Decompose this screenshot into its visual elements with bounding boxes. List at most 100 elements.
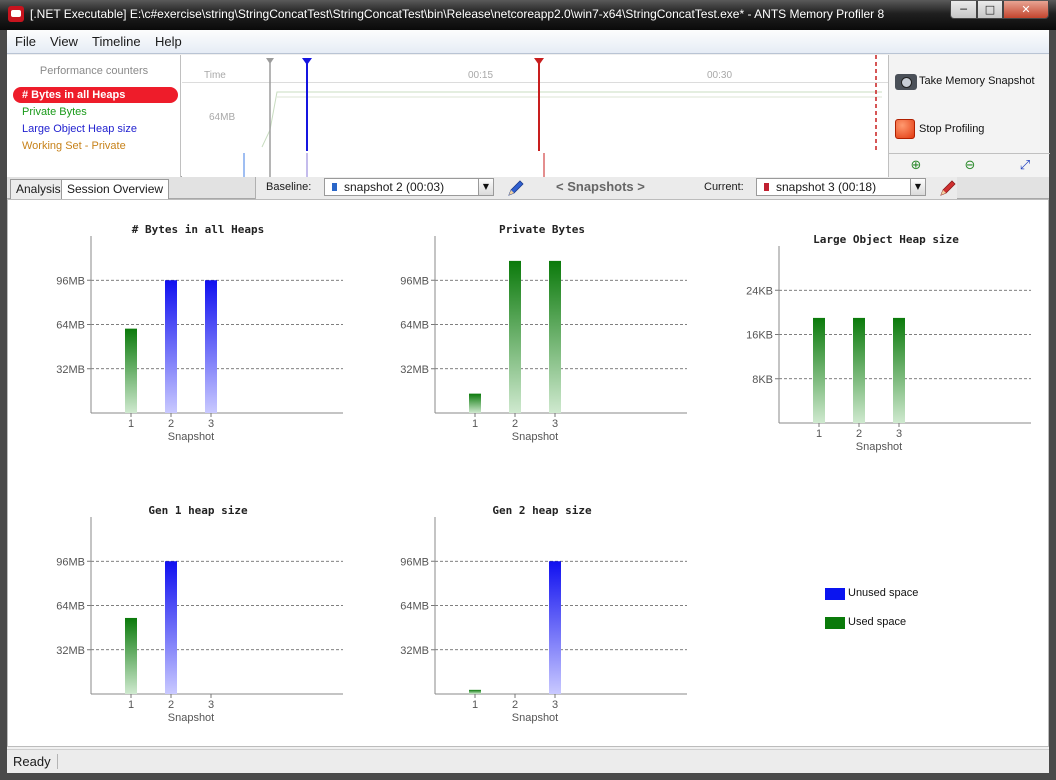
timeline-graph[interactable]: Time 00:15 00:30 64MB — [182, 55, 888, 177]
close-button[interactable]: ✕ — [1003, 1, 1049, 19]
chart-bytes-all-heaps: 32MB 64MB 96MB 1 2 3 Snapshot # Bytes in all H… — [53, 222, 343, 452]
x-tick-label: 1 — [128, 699, 134, 711]
x-axis-label: Snapshot — [512, 431, 558, 443]
take-memory-snapshot-button[interactable]: Take Memory Snapshot — [889, 57, 1050, 105]
window-title: [.NET Executable] E:\c#exercise\string\S… — [30, 7, 885, 21]
legend-label-used: Used space — [848, 616, 907, 628]
fit-icon[interactable]: ⤢ — [1019, 158, 1031, 173]
zoom-out-icon[interactable]: ⊖ — [964, 158, 976, 173]
chevron-down-icon: ▼ — [910, 179, 925, 195]
chart-gen1-heap: 32MB 64MB 96MB 1 2 3 Snapshot Gen 1 heap size — [53, 503, 343, 733]
x-tick-label: 2 — [856, 428, 862, 440]
counter-private-bytes[interactable]: Private Bytes — [22, 106, 87, 118]
menu-help[interactable]: Help — [155, 34, 182, 49]
timeline-series-line — [261, 91, 882, 148]
legend-label-unused: Unused space — [848, 587, 919, 599]
baseline-snapshot-select[interactable]: snapshot 2 (00:03) ▼ — [324, 178, 494, 196]
session-start-handle — [266, 58, 274, 64]
x-tick-label: 1 — [472, 699, 478, 711]
snapshots-navigator[interactable]: < Snapshots > — [556, 179, 645, 194]
window-frame-right — [1049, 30, 1056, 780]
zoom-in-icon[interactable]: ⊕ — [910, 158, 922, 173]
performance-counters-title: Performance counters — [39, 65, 149, 77]
baseline-label: Baseline: — [266, 181, 312, 193]
status-bar: Ready — [7, 749, 1049, 773]
time-axis: Time 00:15 00:30 — [182, 55, 888, 83]
legend-swatch-unused — [825, 588, 845, 600]
ants-profiler-icon — [8, 6, 24, 22]
y-tick-label: 96MB — [56, 275, 85, 287]
window-frame-left — [0, 30, 7, 780]
bar-snapshot-3 — [205, 280, 217, 413]
camera-icon — [895, 74, 917, 90]
bar-snapshot-1 — [469, 393, 481, 413]
counter-bytes-all-heaps[interactable]: # Bytes in all Heaps — [13, 87, 178, 103]
x-tick-label: 2 — [512, 418, 518, 430]
legend-swatch-used — [825, 617, 845, 629]
y-tick-label: 96MB — [400, 556, 429, 568]
chart-title: Private Bytes — [498, 223, 586, 236]
tab-analysis[interactable]: Analysis — [10, 179, 67, 199]
y-tick-label: 64MB — [400, 601, 429, 613]
legend-item-used: Used space — [825, 616, 945, 631]
current-snapshot-marker — [764, 183, 769, 191]
x-tick-label: 2 — [512, 699, 518, 711]
snapshot-bar: Baseline: snapshot 2 (00:03) ▼ < Snapsho… — [255, 177, 957, 199]
counter-large-object-heap[interactable]: Large Object Heap size — [22, 123, 137, 135]
maximize-button[interactable]: □ — [977, 1, 1003, 19]
y-tick-label: 96MB — [56, 556, 85, 568]
x-axis-label: Snapshot — [512, 712, 558, 724]
x-axis-label: Snapshot — [168, 431, 214, 443]
chart-title: Gen 2 heap size — [492, 504, 592, 517]
edit-current-pencil-icon[interactable] — [938, 180, 956, 196]
tab-session-overview[interactable]: Session Overview — [61, 179, 170, 200]
session-overview-charts: 32MB 64MB 96MB 1 2 3 Snapshot # Bytes in all H… — [7, 199, 1049, 747]
bar-snapshot-2 — [165, 561, 177, 694]
x-tick-label: 3 — [552, 699, 558, 711]
chevron-down-icon: ▼ — [478, 179, 493, 195]
bar-snapshot-1 — [469, 689, 481, 694]
baseline-snapshot-value: snapshot 2 (00:03) — [344, 180, 445, 194]
bar-snapshot-2 — [853, 317, 865, 423]
current-snapshot-select[interactable]: snapshot 3 (00:18) ▼ — [756, 178, 926, 196]
bar-snapshot-3 — [549, 260, 561, 413]
x-tick-label: 2 — [168, 699, 174, 711]
minimize-button[interactable]: ─ — [950, 1, 977, 19]
y-tick-label: 8KB — [752, 374, 773, 386]
title-bar: [.NET Executable] E:\c#exercise\string\S… — [0, 0, 1056, 30]
x-tick-label: 1 — [472, 418, 478, 430]
chart-gen2-heap: 32MB 64MB 96MB 1 2 3 Snapshot Gen 2 heap size — [397, 503, 687, 733]
edit-baseline-pencil-icon[interactable] — [506, 180, 524, 196]
time-axis-label: Time — [204, 70, 226, 81]
chart-title: Large Object Heap size — [813, 233, 959, 246]
current-marker-handle — [534, 58, 544, 65]
y-tick-label: 32MB — [56, 364, 85, 376]
menu-timeline[interactable]: Timeline — [92, 34, 141, 49]
timeline-plot — [243, 55, 882, 177]
x-axis-label: Snapshot — [168, 712, 214, 724]
bar-snapshot-3 — [893, 317, 905, 423]
menu-view[interactable]: View — [50, 34, 78, 49]
time-tick-15: 00:15 — [468, 70, 494, 81]
bar-snapshot-2 — [509, 260, 521, 413]
menu-file[interactable]: File — [15, 34, 36, 49]
bar-snapshot-3 — [549, 561, 561, 694]
bar-snapshot-1 — [125, 617, 137, 694]
y-tick-label: 24KB — [746, 285, 773, 297]
stop-icon — [895, 119, 915, 139]
stop-profiling-button[interactable]: Stop Profiling — [889, 105, 1050, 153]
counter-working-set-private[interactable]: Working Set - Private — [22, 140, 126, 152]
chart-title: # Bytes in all Heaps — [131, 223, 265, 236]
y-tick-label: 64MB — [56, 320, 85, 332]
profiling-actions: Take Memory Snapshot Stop Profiling ⊕ ⊖ … — [888, 55, 1050, 177]
y-tick-label: 16KB — [746, 330, 773, 342]
bar-snapshot-1 — [125, 328, 137, 413]
x-tick-label: 1 — [128, 418, 134, 430]
x-tick-label: 3 — [208, 699, 214, 711]
y-tick-label: 64MB — [56, 601, 85, 613]
x-tick-label: 3 — [208, 418, 214, 430]
menu-bar: File View Timeline Help — [7, 30, 1049, 54]
